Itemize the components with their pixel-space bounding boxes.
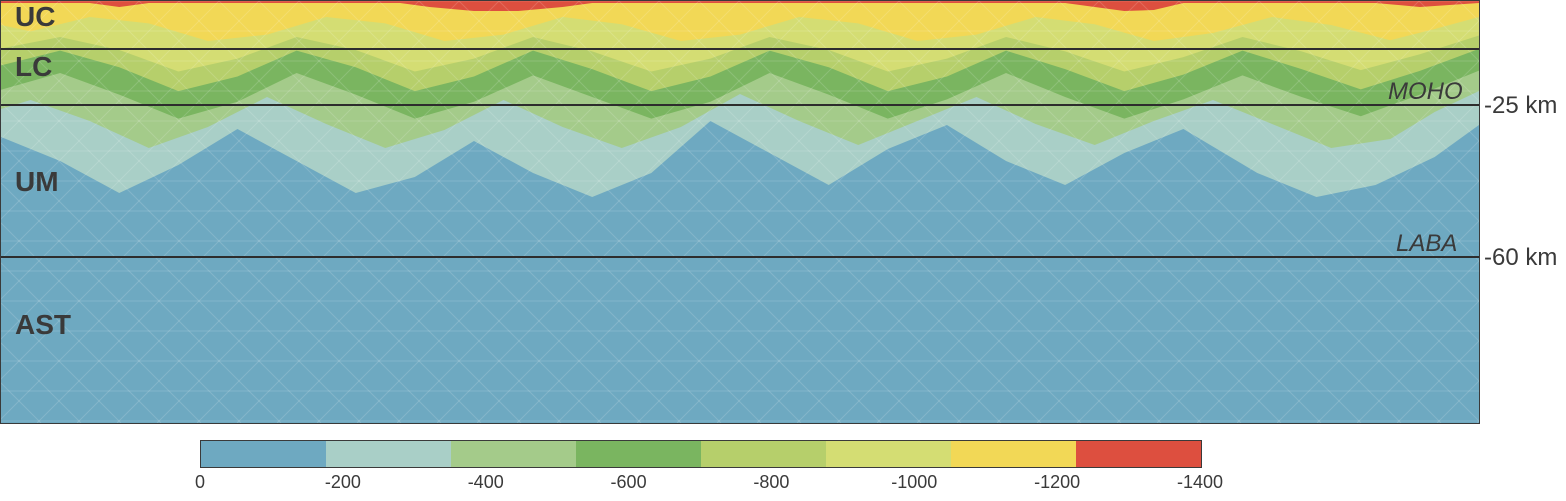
moho-depth-label: -25 km [1484, 92, 1557, 120]
legend-cell-c7 [1076, 441, 1201, 467]
laba-depth-label: -60 km [1484, 244, 1557, 272]
color-legend: 0-200-400-600-800-1000-1200-1400 [200, 440, 1200, 492]
legend-tick: 0 [195, 472, 205, 493]
legend-tick: -200 [325, 472, 361, 493]
legend-ticks: 0-200-400-600-800-1000-1200-1400 [200, 468, 1200, 492]
legend-tick: -600 [611, 472, 647, 493]
legend-cell-c5 [826, 441, 951, 467]
legend-cell-c1 [326, 441, 451, 467]
legend-cell-c0 [201, 441, 326, 467]
cross-section-figure: UC LC UM AST MOHO -25 km LABA -60 km 0 -200 -… [0, 0, 1566, 501]
legend-cell-c3 [576, 441, 701, 467]
legend-tick: -1000 [891, 472, 937, 493]
legend-tick: -1400 [1177, 472, 1223, 493]
legend-bar [200, 440, 1202, 468]
layer-label-lc: LC [15, 51, 52, 83]
cross-section-panel: UC LC UM AST [0, 0, 1480, 424]
legend-tick: -1200 [1034, 472, 1080, 493]
legend-cell-c2 [451, 441, 576, 467]
legend-tick: -800 [753, 472, 789, 493]
layer-label-uc: UC [15, 1, 55, 33]
mesh-overlay [1, 1, 1479, 423]
boundary-line-moho [1, 104, 1479, 106]
layer-label-um: UM [15, 166, 59, 198]
laba-boundary-label: LABA [1396, 230, 1457, 258]
legend-cell-c6 [951, 441, 1076, 467]
legend-tick: -400 [468, 472, 504, 493]
legend-cell-c4 [701, 441, 826, 467]
boundary-line-laba [1, 256, 1479, 258]
moho-boundary-label: MOHO [1388, 78, 1463, 106]
layer-label-ast: AST [15, 309, 71, 341]
boundary-line-uc-lc [1, 48, 1479, 50]
